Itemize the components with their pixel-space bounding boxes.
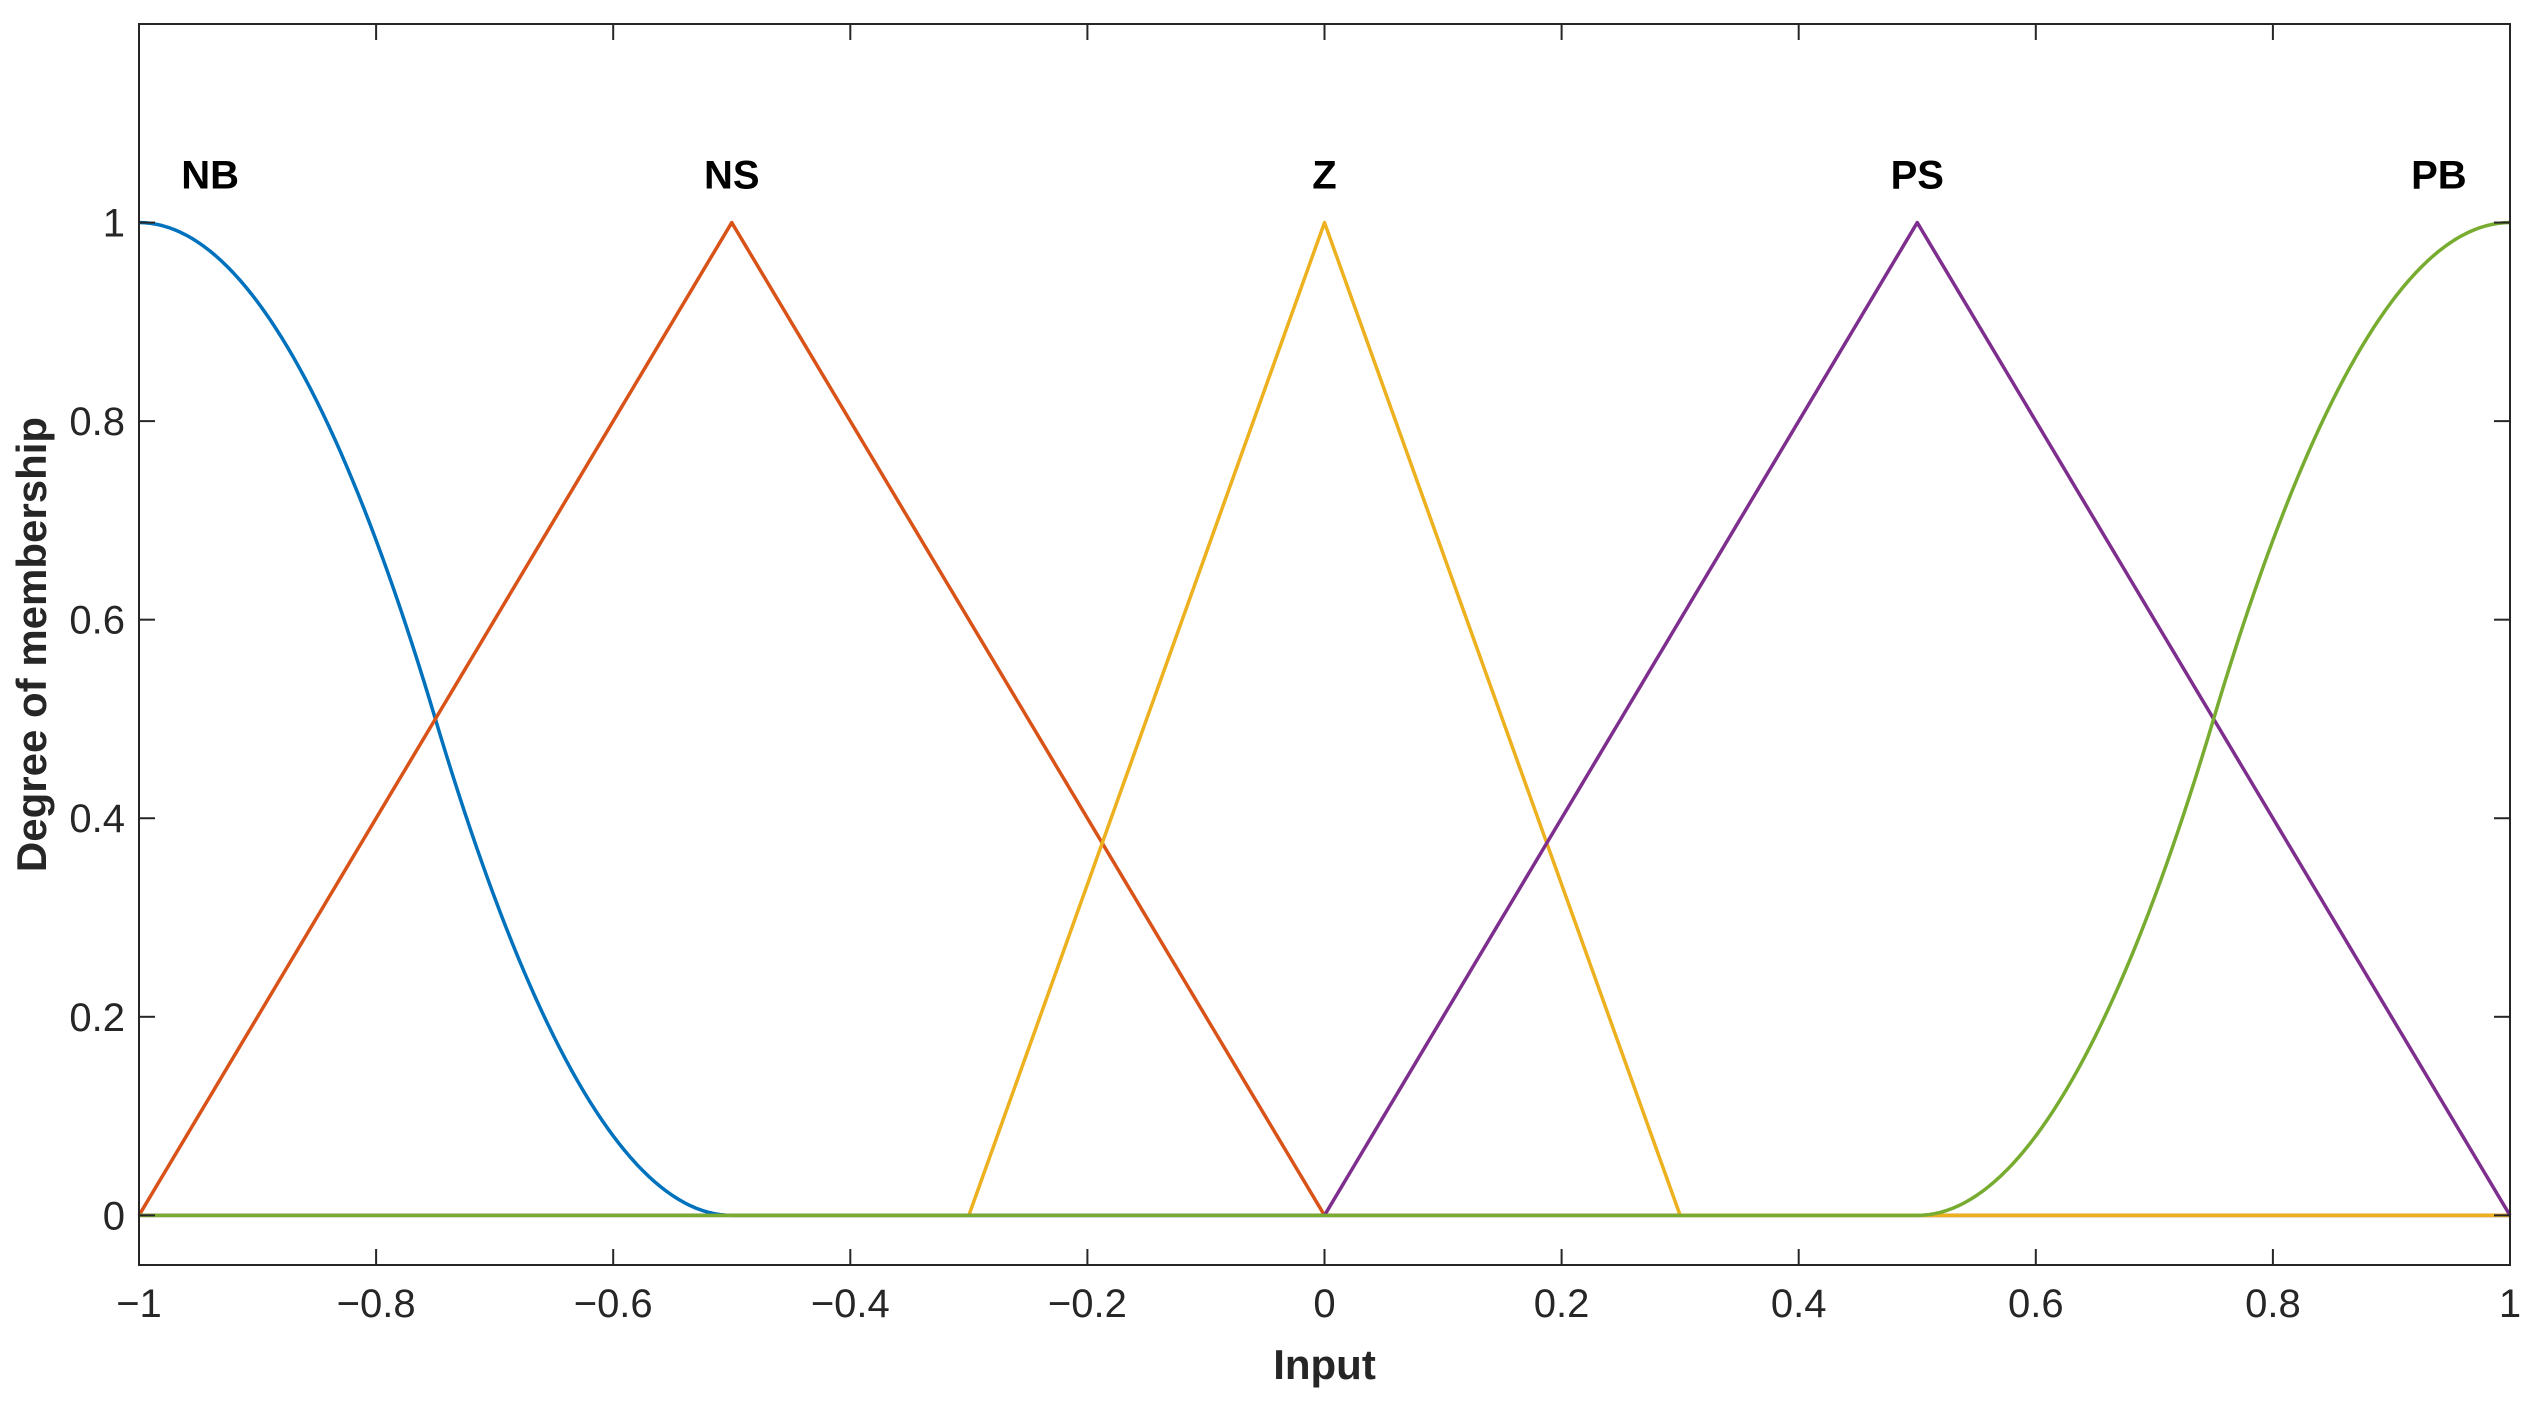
x-tick-label: −1 <box>116 1282 162 1326</box>
y-tick-label: 0.8 <box>69 400 125 444</box>
x-tick-label: 0 <box>1313 1282 1335 1326</box>
x-tick-label: 0.4 <box>1771 1282 1827 1326</box>
mf-label-z: Z <box>1312 154 1336 198</box>
series-line-ps <box>139 220 2512 1218</box>
y-tick-label: 1 <box>103 202 125 246</box>
mf-label-pb: PB <box>2411 154 2467 198</box>
y-tick-label: 0.4 <box>69 797 125 841</box>
x-tick-label: 0.8 <box>2245 1282 2301 1326</box>
x-tick-label: −0.2 <box>1048 1282 1127 1326</box>
x-tick-label: −0.8 <box>337 1282 416 1326</box>
axis-ticks: −1 −0.8 −0.6 −0.4 −0.2 0 0.2 0.4 0.6 0.8 1 0 0.2 0.4 0… <box>69 24 2521 1326</box>
plot-frame <box>138 23 2511 1266</box>
mf-label-ns: NS <box>704 154 760 198</box>
x-tick-label: −0.4 <box>811 1282 890 1326</box>
y-tick-label: 0.2 <box>69 996 125 1040</box>
y-tick-label: 0.6 <box>69 599 125 643</box>
series-lines <box>137 220 2512 1218</box>
series-line-z <box>139 220 2510 1218</box>
series-line-nb <box>138 220 2510 1218</box>
x-tick-label: 1 <box>2499 1282 2521 1326</box>
x-tick-label: 0.2 <box>1534 1282 1590 1326</box>
series-line-ns <box>137 220 2510 1218</box>
x-axis-title: Input <box>1273 1341 1376 1388</box>
membership-labels: NB NS Z PS PB <box>181 154 2466 198</box>
y-tick-label: 0 <box>103 1194 125 1238</box>
mf-label-nb: NB <box>181 154 239 198</box>
x-tick-label: −0.6 <box>574 1282 653 1326</box>
mf-label-ps: PS <box>1891 154 1944 198</box>
x-tick-label: 0.6 <box>2008 1282 2064 1326</box>
series-line-pb <box>139 220 2511 1218</box>
y-axis-title: Degree of membership <box>8 417 55 872</box>
